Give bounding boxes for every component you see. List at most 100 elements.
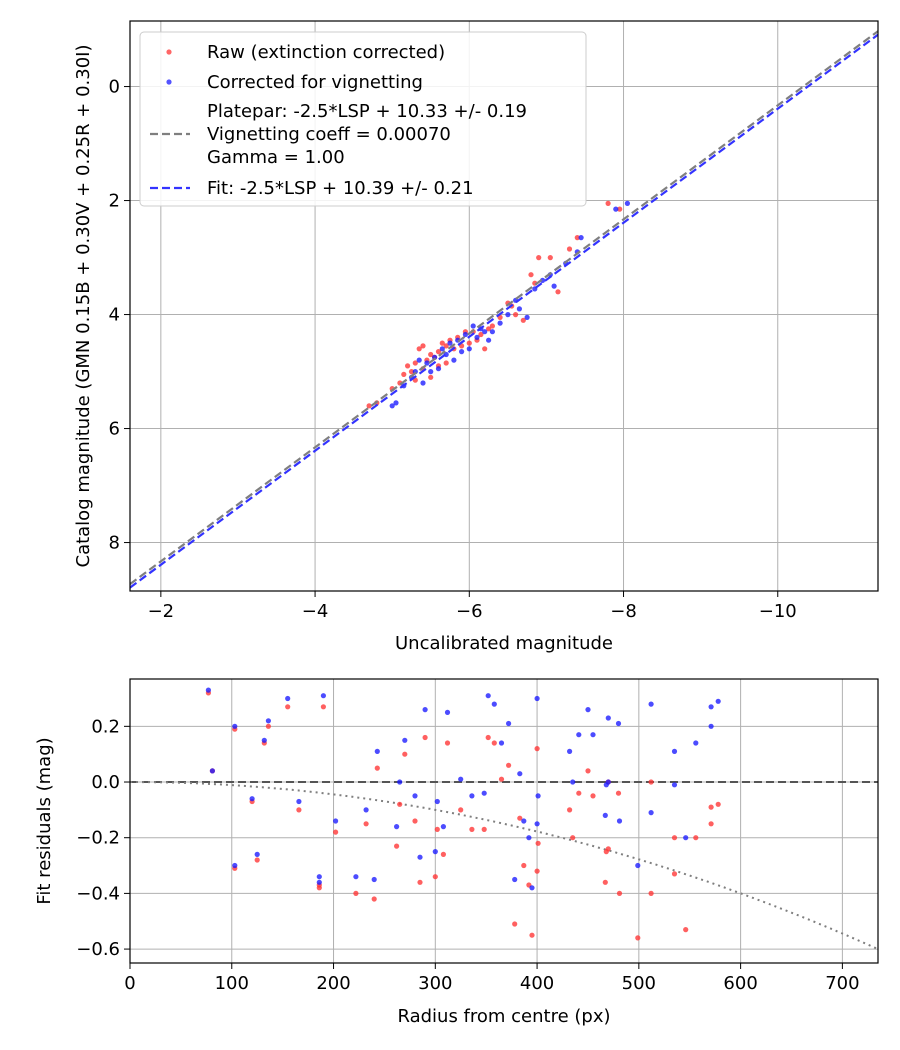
corrected-point xyxy=(422,707,428,713)
corrected-point xyxy=(616,818,623,824)
raw-point xyxy=(432,874,438,880)
raw-point xyxy=(534,746,540,752)
corrected-point xyxy=(524,314,530,320)
raw-point xyxy=(574,235,580,241)
corrected-point xyxy=(440,824,446,830)
corrected-point xyxy=(540,277,546,283)
corrected-point xyxy=(353,874,359,880)
raw-point xyxy=(615,790,622,796)
corrected-point xyxy=(613,206,619,212)
raw-point xyxy=(498,776,505,782)
corrected-point xyxy=(466,346,472,352)
corrected-point xyxy=(516,306,523,312)
raw-point xyxy=(458,807,464,813)
raw-point xyxy=(402,751,408,757)
corrected-point xyxy=(412,793,418,799)
corrected-point xyxy=(232,862,238,869)
corrected-point xyxy=(232,723,238,729)
raw-point xyxy=(534,868,540,874)
corrected-point xyxy=(254,851,260,858)
fit-line xyxy=(130,33,878,589)
raw-point xyxy=(417,879,423,885)
raw-point xyxy=(521,862,527,869)
x-tick-label: 300 xyxy=(418,973,452,994)
y-tick-label: 8 xyxy=(109,533,120,554)
raw-point xyxy=(469,826,475,833)
y-tick-label: 4 xyxy=(109,305,120,326)
raw-point xyxy=(602,879,608,885)
vignetting-model-curve xyxy=(130,781,878,951)
raw-point xyxy=(708,821,714,827)
legend-fit-label: Fit: -2.5*LSP + 10.39 +/- 0.21 xyxy=(207,178,474,199)
corrected-point xyxy=(444,709,451,716)
raw-point xyxy=(529,932,535,938)
raw-point xyxy=(605,846,611,852)
corrected-point xyxy=(497,320,503,326)
top-legend: Raw (extinction corrected) Corrected for… xyxy=(139,31,587,207)
corrected-point xyxy=(535,793,541,799)
corrected-point xyxy=(428,369,434,375)
top-plot-frame xyxy=(129,20,879,592)
raw-point xyxy=(693,835,699,841)
corrected-point xyxy=(285,695,291,702)
corrected-point xyxy=(333,818,339,824)
raw-point xyxy=(481,826,487,833)
raw-point xyxy=(555,289,561,295)
corrected-point xyxy=(517,771,523,777)
corrected-point xyxy=(590,732,596,738)
corrected-point xyxy=(512,876,518,883)
x-tick-label: 400 xyxy=(520,973,554,994)
corrected-point xyxy=(551,283,557,289)
corrected-point xyxy=(534,821,540,827)
corrected-point xyxy=(474,334,480,340)
raw-point xyxy=(528,272,534,278)
bottom-plot: 0 100 200 300 400 500 600 700 0.2 0.0 −0.2 −0.4 −0.6… xyxy=(34,678,879,1027)
bottom-ylabel: Fit residuals (mag) xyxy=(34,737,55,904)
corrected-point xyxy=(265,718,271,724)
y-tick-label: −0.6 xyxy=(76,939,120,960)
raw-point xyxy=(671,871,678,877)
corrected-point xyxy=(261,737,267,743)
x-tick-label: 100 xyxy=(215,973,249,994)
y-tick-label: 2 xyxy=(109,191,120,212)
corrected-point xyxy=(389,403,395,409)
raw-point xyxy=(363,821,369,827)
corrected-point xyxy=(459,349,465,355)
x-tick-label: 700 xyxy=(825,973,859,994)
corrected-point xyxy=(534,695,540,702)
corrected-point xyxy=(506,720,512,727)
corrected-point xyxy=(205,687,211,693)
bottom-plot-frame xyxy=(129,678,879,964)
raw-point xyxy=(296,807,302,813)
corrected-point xyxy=(570,779,576,785)
raw-point xyxy=(648,890,654,897)
corrected-point xyxy=(469,793,475,799)
corrected-point xyxy=(615,720,622,727)
raw-point xyxy=(435,349,442,355)
corrected-point xyxy=(209,768,215,774)
raw-point xyxy=(397,801,403,807)
corrected-point xyxy=(417,854,423,860)
raw-point xyxy=(333,829,339,835)
raw-point xyxy=(265,723,271,729)
bottom-plot-data xyxy=(130,687,878,951)
corrected-point xyxy=(435,366,442,372)
corrected-point xyxy=(489,329,495,335)
raw-point xyxy=(512,921,518,927)
corrected-point xyxy=(462,331,468,338)
corrected-point xyxy=(708,723,714,729)
corrected-point xyxy=(671,782,678,788)
raw-point xyxy=(366,403,372,409)
top-ylabel: Catalog magnitude (GMN 0.15B + 0.30V + 0… xyxy=(73,44,94,567)
corrected-point xyxy=(671,748,678,755)
raw-point xyxy=(566,246,573,252)
raw-point xyxy=(320,704,326,710)
raw-point xyxy=(635,935,641,941)
legend-box xyxy=(139,31,587,207)
top-plot-data xyxy=(130,30,878,589)
raw-point xyxy=(536,255,542,261)
raw-point xyxy=(482,346,488,352)
corrected-point xyxy=(486,337,492,343)
